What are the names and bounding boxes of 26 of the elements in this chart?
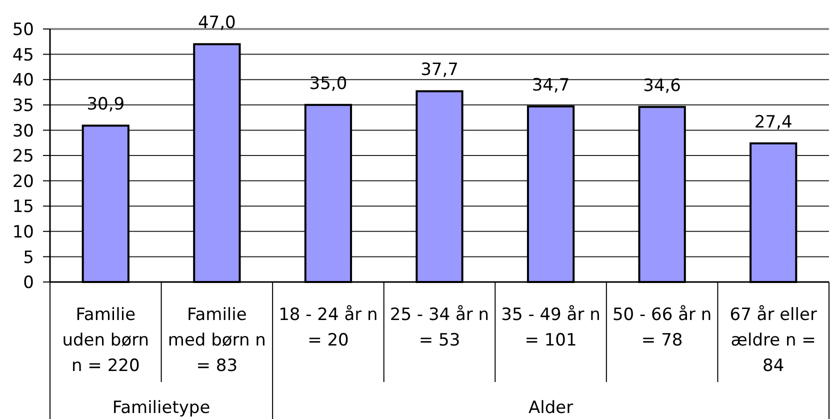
y-tick-label: 30 [12,121,34,142]
y-tick-label: 35 [12,96,34,116]
text: Familietype [112,398,210,418]
y-tick-label: 0 [23,273,34,294]
x-tick-label: 18 - 24 år n = 20 [278,305,378,350]
y-tick-label: 20 [12,172,34,192]
x-tick-label: 35 - 49 år n = 101 [501,305,600,350]
y-tick-label: 15 [12,197,34,218]
y-tick-label: 45 [12,45,34,66]
x-tick-label: 25 - 34 år n = 53 [390,305,490,350]
x-tick-label: 67 år eller ældre n = 84 [730,305,817,376]
data-label: 47,0 [198,13,236,34]
data-label: 34,7 [532,75,570,96]
y-tick-label: 5 [23,248,34,268]
data-label: 37,7 [420,60,458,80]
data-label: 27,4 [754,112,792,132]
y-tick-label: 50 [12,20,34,40]
y-tick-label: 25 [12,146,34,167]
x-tick-label: Familie med børn n = 83 [168,305,266,376]
x-tick-label: 50 - 66 år n = 78 [612,305,712,350]
text: Alder [528,398,574,418]
y-tick-label: 10 [12,222,34,243]
y-tick-label: 40 [12,70,34,91]
data-label: 35,0 [309,74,348,94]
data-label: 34,6 [643,76,681,96]
x-tick-label: Familie uden børn n = 220 [62,305,150,376]
